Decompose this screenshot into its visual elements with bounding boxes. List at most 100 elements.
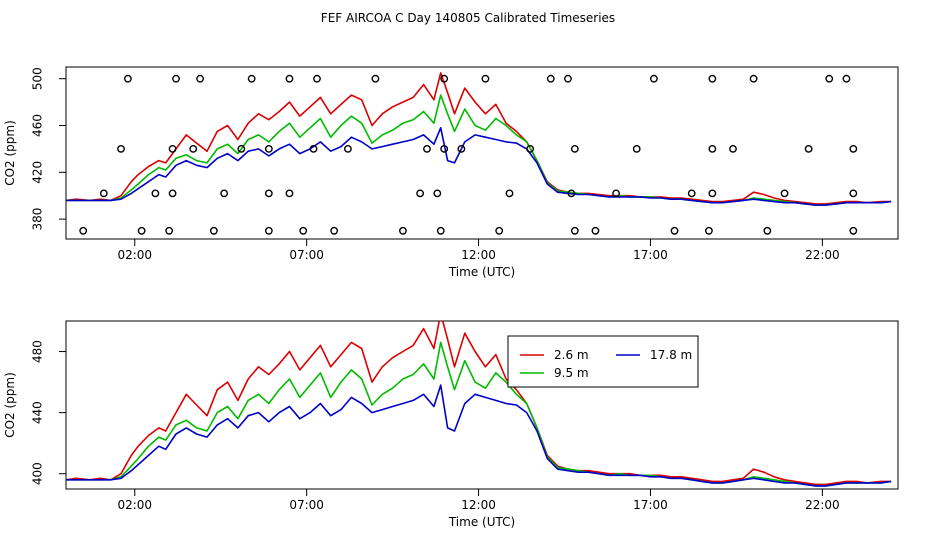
calibration-point	[546, 74, 555, 83]
x-tick-label: 02:00	[117, 248, 152, 262]
plot-frame	[65, 320, 899, 490]
calibration-point	[99, 189, 108, 198]
calibration-point	[708, 189, 717, 198]
x-axis-label: Time (UTC)	[448, 515, 515, 529]
calibration-point	[151, 189, 160, 198]
calibration-point	[79, 226, 88, 235]
calibration-point	[165, 226, 174, 235]
calibration-point	[749, 74, 758, 83]
calibration-point	[650, 74, 658, 83]
legend-label: 9.5 m	[554, 366, 589, 380]
legend-label: 2.6 m	[554, 348, 589, 362]
calibration-point	[220, 189, 229, 198]
series-line-17-8-m	[66, 384, 892, 487]
calibration-point	[567, 189, 576, 198]
calibration-point	[612, 189, 620, 198]
calibration-point	[780, 189, 789, 198]
calibration-point	[842, 74, 851, 83]
series-line-17-8-m	[66, 127, 892, 206]
calibration-point	[708, 145, 717, 153]
x-axis-label: Time (UTC)	[448, 265, 515, 279]
calibration-point	[505, 189, 514, 198]
calibration-point	[285, 74, 294, 83]
legend-label: 17.8 m	[650, 348, 692, 362]
calibration-point	[264, 145, 273, 153]
calibration-point	[285, 189, 294, 198]
series-line-2-6-m	[66, 72, 892, 205]
calibration-point	[423, 145, 431, 153]
series-line-9-5-m	[66, 341, 892, 487]
x-tick-label: 02:00	[117, 498, 152, 512]
x-tick-label: 07:00	[289, 498, 324, 512]
calibration-point	[495, 226, 504, 235]
calibration-point	[591, 226, 600, 235]
y-tick-label: 500	[31, 67, 45, 90]
calibration-point	[804, 145, 813, 153]
x-tick-label: 12:00	[461, 248, 496, 262]
calibration-point	[849, 226, 858, 235]
calibration-point	[849, 145, 858, 153]
series-line-2-6-m	[66, 321, 892, 486]
y-tick-label: 440	[31, 401, 45, 424]
calibration-point	[371, 74, 380, 83]
x-tick-label: 22:00	[805, 498, 840, 512]
y-tick-label: 380	[31, 208, 45, 231]
plot-series-group	[66, 321, 892, 487]
calibration-point	[247, 74, 256, 83]
calibration-point	[313, 74, 321, 83]
calibration-point	[564, 74, 572, 83]
calibration-point	[457, 145, 466, 153]
calibration-point	[570, 226, 579, 235]
calibration-point	[670, 226, 679, 235]
calibration-point	[330, 226, 339, 235]
top-panel: 02:00 07:00 12:00 17:00 22:00 380 420 460 500 Tim…	[3, 66, 899, 279]
y-tick-label: 400	[31, 462, 45, 485]
calibration-point	[763, 226, 772, 235]
calibration-point	[123, 74, 132, 83]
x-tick-label: 17:00	[633, 498, 668, 512]
calibration-point	[117, 145, 125, 153]
calibration-point	[168, 145, 177, 153]
y-tick-label: 460	[31, 114, 45, 137]
calibration-point	[209, 226, 218, 235]
y-tick-label: 420	[31, 161, 45, 184]
chart-title: FEF AIRCOA C Day 140805 Calibrated Times…	[321, 11, 615, 25]
calibration-point	[632, 145, 641, 153]
calibration-point	[416, 189, 425, 198]
calibration-point	[264, 226, 273, 235]
y-axis-label: CO2 (ppm)	[3, 120, 17, 186]
calibration-point	[436, 226, 445, 235]
calibration-point	[344, 145, 352, 153]
calibration-point	[137, 226, 146, 235]
calibration-point	[433, 189, 442, 198]
calibration-point	[849, 189, 858, 198]
calibration-point	[168, 189, 177, 198]
calibration-point	[309, 145, 318, 153]
calibration-point	[825, 74, 834, 83]
calibration-point	[705, 226, 713, 235]
calibration-point	[729, 145, 737, 153]
calibration-point	[440, 145, 449, 153]
calibration-point	[440, 74, 449, 83]
plot-frame	[65, 66, 899, 240]
calibration-point	[196, 74, 204, 83]
x-tick-label: 22:00	[805, 248, 840, 262]
calibration-point	[526, 145, 535, 153]
calibration-point	[687, 189, 696, 198]
plot-series-group	[66, 72, 892, 206]
calibration-point	[299, 226, 308, 235]
x-tick-label: 07:00	[289, 248, 324, 262]
calibration-point	[189, 145, 198, 153]
calibration-point	[570, 145, 579, 153]
calibration-point	[481, 74, 490, 83]
y-axis-label: CO2 (ppm)	[3, 372, 17, 438]
legend: 2.6 m 9.5 m 17.8 m	[507, 335, 699, 388]
x-tick-label: 12:00	[461, 498, 496, 512]
y-tick-label: 480	[31, 340, 45, 363]
calibration-point	[264, 189, 273, 198]
calibration-point	[708, 74, 717, 83]
calibration-point	[237, 145, 246, 153]
calibration-point	[172, 74, 180, 83]
bottom-panel: 02:00 07:00 12:00 17:00 22:00 400 440 480 Time (…	[3, 320, 899, 529]
